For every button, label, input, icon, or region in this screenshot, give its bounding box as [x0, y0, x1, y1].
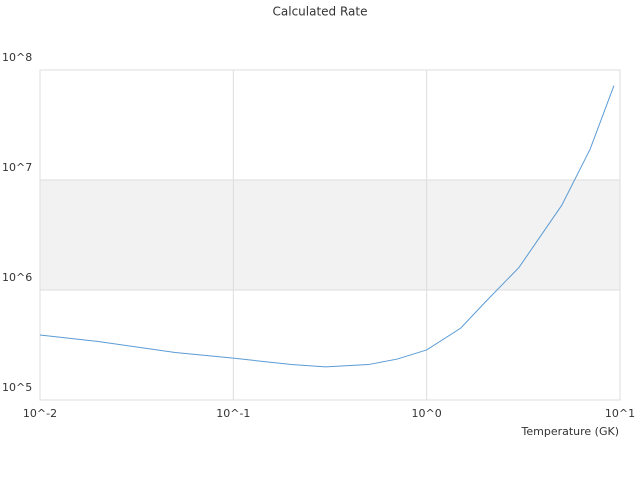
line: [39, 85, 615, 368]
x-tick-label: 10^1: [605, 407, 635, 420]
x-tick-label: 10^-1: [216, 407, 250, 420]
chart-title: Calculated Rate: [273, 5, 368, 19]
x-tick-label: 10^0: [412, 407, 442, 420]
y-tick-label: 10^7: [2, 161, 32, 174]
plot-frame: [39, 69, 621, 401]
x-tick-label: 10^-2: [23, 407, 57, 420]
y-tick-label: 10^5: [2, 381, 32, 394]
x-axis-label: Temperature (GK): [521, 425, 620, 438]
y-tick-label: 10^6: [2, 271, 32, 284]
band: [40, 180, 620, 290]
y-tick-label: 10^8: [2, 51, 32, 64]
